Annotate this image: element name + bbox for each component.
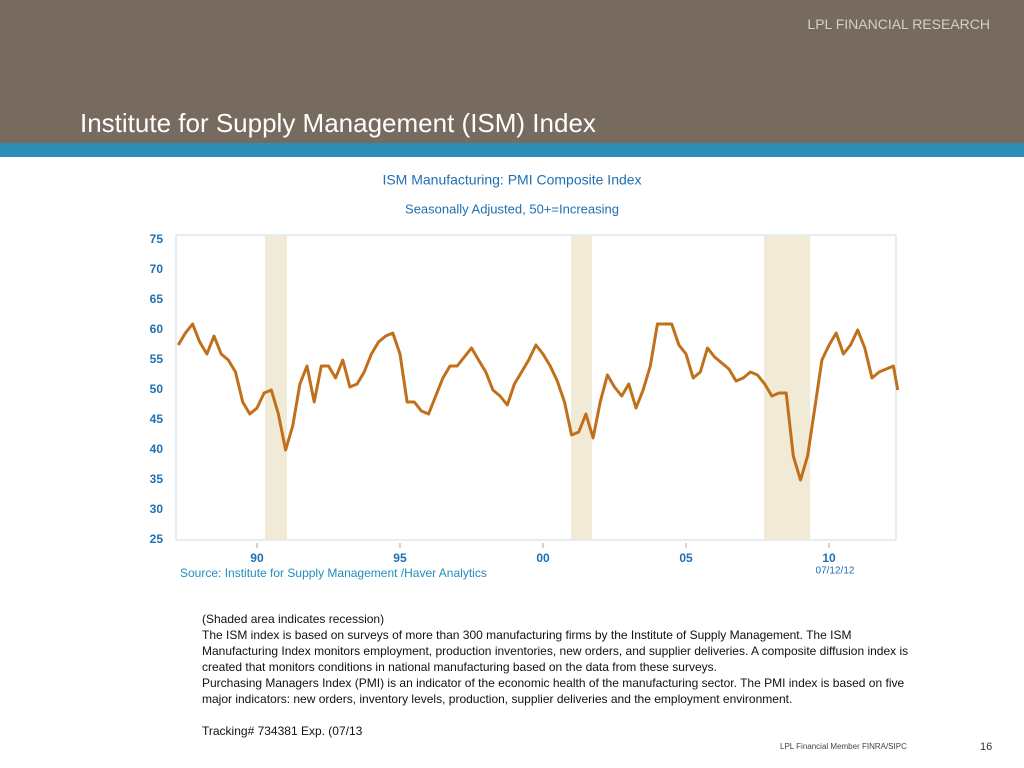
slide-title: Institute for Supply Management (ISM) In… — [80, 108, 596, 138]
recession-band — [264, 236, 287, 540]
note: The ISM index is based on surveys of mor… — [202, 628, 909, 674]
y-tick-label: 25 — [150, 532, 164, 546]
y-tick-label: 60 — [150, 322, 164, 336]
chart: ISM Manufacturing: PMI Composite Index S… — [150, 172, 900, 580]
recession-band — [764, 236, 811, 540]
x-tick-label: 90 — [250, 551, 264, 565]
x-tick-label: 10 — [822, 551, 836, 565]
notes: (Shaded area indicates recession) The ISM… — [202, 611, 914, 739]
y-tick-label: 70 — [150, 262, 164, 276]
recession-band — [571, 236, 592, 540]
x-tick-label: 05 — [679, 551, 693, 565]
note: Tracking# 734381 Exp. (07/13 — [202, 724, 363, 738]
header-stripe — [0, 143, 1024, 157]
x-tick-label: 00 — [536, 551, 550, 565]
y-tick-label: 50 — [150, 382, 164, 396]
header-band — [0, 0, 1024, 143]
x-tick-label: 95 — [393, 551, 407, 565]
y-tick-label: 35 — [150, 472, 164, 486]
source: Source: Institute for Supply Management … — [180, 566, 487, 580]
y-tick-label: 65 — [150, 292, 164, 306]
note: Purchasing Managers Index (PMI) is an in… — [202, 676, 905, 706]
y-tick-label: 40 — [150, 442, 164, 456]
y-tick-label: 30 — [150, 502, 164, 516]
brand: LPL FINANCIAL RESEARCH — [807, 16, 990, 32]
footer-member: LPL Financial Member FINRA/SIPC — [780, 742, 907, 751]
y-tick-label: 55 — [150, 352, 164, 366]
page-number: 16 — [980, 741, 993, 753]
chart-title: ISM Manufacturing: PMI Composite Index — [382, 172, 641, 188]
chart-subtitle: Seasonally Adjusted, 50+=Increasing — [405, 201, 619, 216]
date: 07/12/12 — [816, 566, 855, 577]
data-line — [177, 322, 900, 482]
note: (Shaded area indicates recession) — [202, 612, 385, 626]
y-tick-label: 75 — [150, 232, 164, 246]
y-tick-label: 45 — [150, 412, 164, 426]
